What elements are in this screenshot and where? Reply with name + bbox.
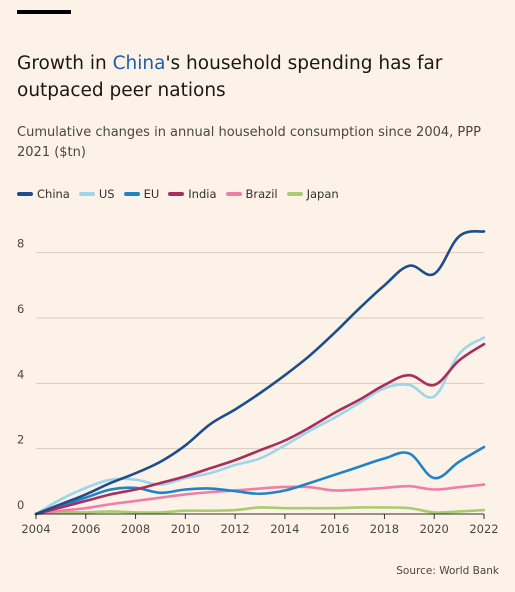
chart-subtitle: Cumulative changes in annual household c…: [17, 125, 481, 160]
x-tick-label-2004: 2004: [21, 522, 50, 536]
series-line-japan: [34, 506, 486, 516]
brand-rule: [17, 10, 71, 14]
title-highlight-china: China: [112, 53, 166, 74]
series-line-india: [34, 342, 486, 516]
series-line-brazil: [34, 483, 486, 516]
title-text-before: Growth in: [17, 53, 113, 74]
x-tick-label-2008: 2008: [121, 522, 150, 536]
axes: 0 2 4 6 8 2004 2006 2008 2010 2012 2014 2016 2018 202…: [17, 237, 499, 536]
chart-legend: China US EU India Brazil Japan: [17, 187, 348, 201]
series-lines: [34, 230, 486, 516]
legend-item-brazil: Brazil: [225, 187, 278, 201]
grid-lines: [36, 252, 484, 450]
title-text-after: 's household spending has far outpaced p…: [17, 53, 443, 101]
legend-label-japan: Japan: [306, 187, 339, 201]
y-tick-label-6: 6: [17, 302, 24, 316]
series-line-eu: [34, 445, 486, 516]
legend-label-us: US: [98, 187, 115, 201]
legend-label-india: India: [188, 187, 217, 201]
series-line-china: [34, 230, 486, 516]
y-tick-label-4: 4: [17, 367, 24, 381]
y-tick-label-8: 8: [17, 237, 24, 251]
legend-item-eu: EU: [123, 187, 160, 201]
legend-item-japan: Japan: [286, 187, 339, 201]
series-line-us: [34, 336, 486, 516]
legend-swatch-japan: [286, 192, 303, 196]
legend-swatch-brazil: [225, 192, 242, 196]
x-tick-label-2020: 2020: [420, 522, 449, 536]
chart-title: Growth in China's household spending has…: [17, 50, 497, 104]
x-tick-label-2016: 2016: [320, 522, 349, 536]
legend-item-china: China: [17, 187, 70, 201]
legend-label-eu: EU: [143, 187, 160, 201]
legend-label-china: China: [37, 187, 70, 201]
legend-swatch-us: [78, 192, 95, 196]
x-tick-label-2006: 2006: [71, 522, 100, 536]
legend-item-us: US: [78, 187, 115, 201]
legend-swatch-eu: [123, 192, 140, 196]
legend-swatch-india: [168, 192, 185, 196]
x-tick-label-2014: 2014: [270, 522, 299, 536]
x-tick-label-2012: 2012: [220, 522, 249, 536]
x-tick-label-2010: 2010: [171, 522, 200, 536]
x-tick-label-2018: 2018: [370, 522, 399, 536]
legend-item-india: India: [168, 187, 217, 201]
x-tick-label-2022: 2022: [469, 522, 498, 536]
y-tick-label-2: 2: [17, 433, 24, 447]
legend-swatch-china: [17, 192, 33, 196]
y-tick-label-0: 0: [17, 498, 24, 512]
source-note: Source: World Bank: [396, 565, 499, 577]
legend-label-brazil: Brazil: [245, 187, 278, 201]
